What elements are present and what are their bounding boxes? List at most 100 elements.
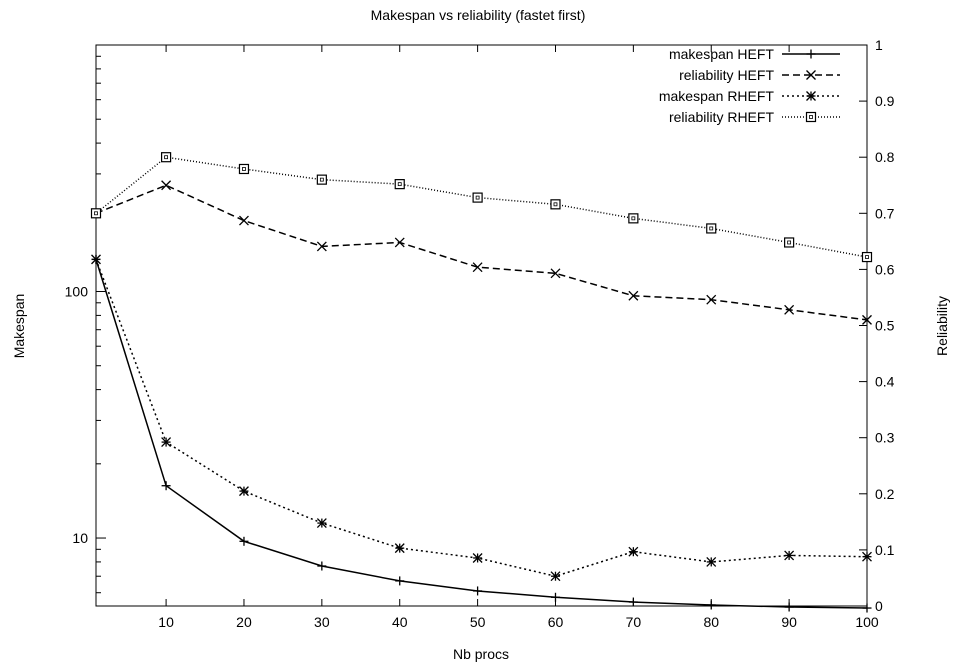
legend-entry: makespan HEFT xyxy=(669,46,840,62)
series-line xyxy=(95,184,868,321)
data-point xyxy=(628,213,639,224)
data-point xyxy=(472,262,483,273)
data-point xyxy=(161,437,172,448)
x-tick-60: 60 xyxy=(548,45,564,630)
legend-marker xyxy=(806,70,816,80)
data-point xyxy=(394,237,405,248)
legend-entry: reliability RHEFT xyxy=(669,109,840,125)
x-tick-label: 10 xyxy=(158,614,174,630)
x-axis-label: Nb procs xyxy=(453,646,509,662)
legend-label: makespan RHEFT xyxy=(659,88,775,104)
y2-tick-label: 0.6 xyxy=(875,261,895,277)
data-point xyxy=(861,251,873,263)
data-point xyxy=(316,518,327,529)
data-point xyxy=(550,571,561,582)
data-point xyxy=(317,561,327,571)
data-point xyxy=(239,486,249,497)
series-reliability-rheft xyxy=(90,152,873,263)
data-point xyxy=(473,586,483,596)
y2-tick-label: 0.4 xyxy=(875,374,895,390)
data-point xyxy=(706,600,716,610)
series-line xyxy=(95,156,868,258)
x-tick-label: 50 xyxy=(470,614,486,630)
data-point xyxy=(394,543,405,554)
series-line xyxy=(95,259,868,577)
x-tick-label: 30 xyxy=(314,614,330,630)
plot-frame xyxy=(95,44,868,607)
data-point xyxy=(238,163,250,175)
data-point xyxy=(161,180,172,191)
data-point xyxy=(395,576,405,586)
data-point xyxy=(550,199,561,210)
x-tick-label: 40 xyxy=(392,614,408,630)
data-point xyxy=(784,550,795,561)
x-tick-40: 40 xyxy=(392,45,408,630)
data-point xyxy=(628,290,639,301)
y2-tick-label: 0.9 xyxy=(875,93,895,109)
y2-tick-label: 0.8 xyxy=(875,149,895,165)
data-point xyxy=(706,294,717,305)
data-point xyxy=(472,192,483,203)
x-tick-30: 30 xyxy=(314,45,330,630)
x-tick-20: 20 xyxy=(236,45,252,630)
legend-entry: reliability HEFT xyxy=(679,67,840,83)
data-point xyxy=(316,241,327,252)
legend-marker xyxy=(806,91,816,101)
x-tick-70: 70 xyxy=(626,45,642,630)
data-point xyxy=(862,603,872,613)
series-line xyxy=(95,259,868,609)
data-point xyxy=(316,174,327,185)
legend-label: makespan HEFT xyxy=(669,46,774,62)
data-point xyxy=(706,556,717,567)
x-tick-label: 60 xyxy=(548,614,564,630)
x-tick-100: 100 xyxy=(855,45,879,630)
legend-marker xyxy=(805,111,817,123)
data-point xyxy=(90,208,102,219)
chart-title: Makespan vs reliability (fastet first) xyxy=(371,7,586,23)
data-point xyxy=(628,546,639,557)
x-tick-label: 90 xyxy=(781,614,797,630)
legend: makespan HEFT reliability HEFT makespan RH… xyxy=(659,46,840,125)
y2-tick-label: 0.3 xyxy=(875,430,895,446)
data-point xyxy=(161,481,171,491)
legend-entry: makespan RHEFT xyxy=(659,88,840,104)
data-point xyxy=(239,536,249,546)
legend-marker xyxy=(806,49,816,59)
y2-tick-label: 0.1 xyxy=(875,542,895,558)
series-reliability-heft xyxy=(91,180,872,325)
data-point xyxy=(784,602,794,612)
series-makespan-rheft xyxy=(91,254,872,582)
data-point xyxy=(550,592,560,602)
x-tick-80: 80 xyxy=(703,45,719,630)
y-axis-label: Makespan xyxy=(11,294,27,359)
y-tick-label: 100 xyxy=(65,284,89,300)
data-point xyxy=(394,179,405,190)
y2-tick-label: 0.5 xyxy=(875,318,895,334)
y2-tick-label: 1 xyxy=(875,37,883,53)
x-tick-label: 70 xyxy=(626,614,642,630)
data-point xyxy=(706,223,717,234)
x-tick-90: 90 xyxy=(781,45,797,630)
y2-tick-label: 0.7 xyxy=(875,205,895,221)
y2-tick-label: 0.2 xyxy=(875,486,895,502)
legend-label: reliability HEFT xyxy=(679,67,774,83)
data-point xyxy=(862,551,872,562)
x-tick-10: 10 xyxy=(158,45,174,630)
x-tick-label: 100 xyxy=(855,614,879,630)
y2-axis-label: Reliability xyxy=(934,296,950,356)
x-tick-50: 50 xyxy=(470,45,486,630)
data-point xyxy=(160,152,172,163)
data-point xyxy=(784,304,795,315)
data-point xyxy=(784,237,795,248)
data-point xyxy=(862,314,872,325)
data-point xyxy=(91,254,101,265)
x-tick-label: 20 xyxy=(236,614,252,630)
y-tick-label: 10 xyxy=(72,530,88,546)
data-point xyxy=(239,215,249,226)
data-point xyxy=(472,553,483,563)
data-point xyxy=(628,597,638,607)
data-point xyxy=(550,268,561,279)
x-tick-label: 80 xyxy=(703,614,719,630)
y2-tick-label: 0 xyxy=(875,598,883,614)
